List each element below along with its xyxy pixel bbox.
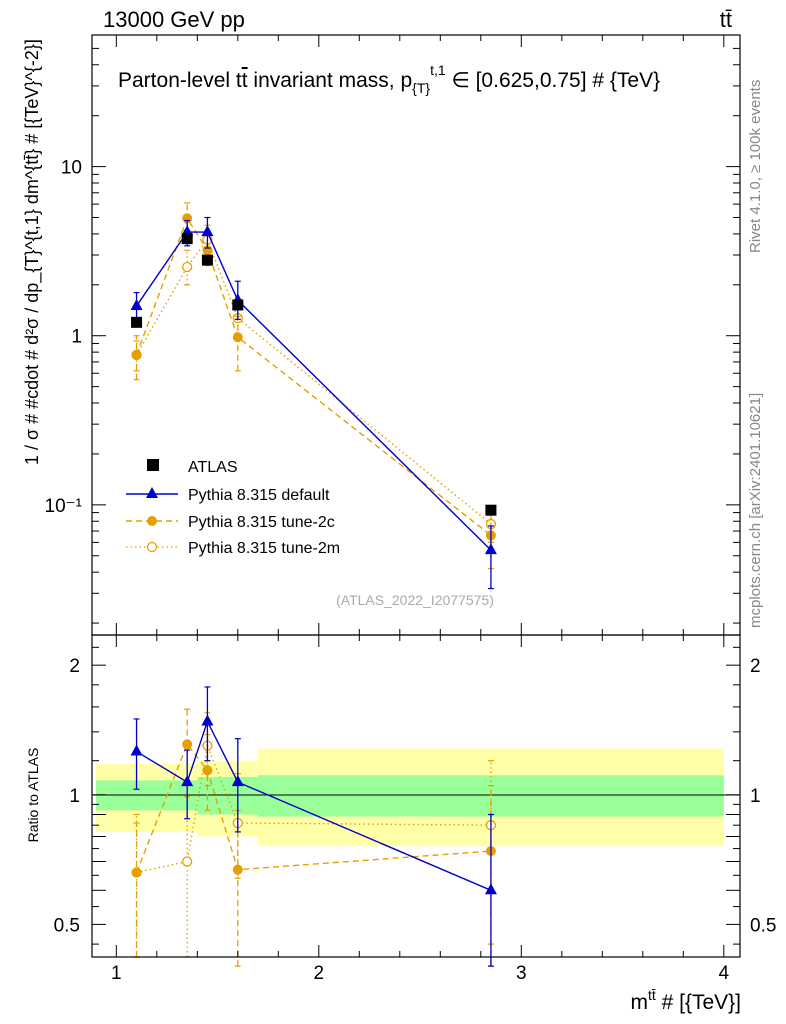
mcplots-label: mcplots.cern.ch [arXiv:2401.10621] (747, 393, 764, 628)
legend-label-tune2c: Pythia 8.315 tune-2c (188, 514, 335, 531)
energy-label: 13000 GeV pp (103, 7, 245, 32)
ratio-marker-default (130, 744, 143, 756)
legend-label-atlas: ATLAS (188, 459, 238, 476)
main-series-layer (130, 202, 497, 590)
ratio-marker-default (231, 775, 244, 787)
ratio-tick-label-right: 2 (750, 656, 761, 677)
marker-default (130, 298, 143, 310)
legend-marker-tune2c (147, 516, 157, 526)
legend-marker-default (146, 487, 158, 498)
title-sub: {T} (412, 80, 430, 96)
chart-title: Parton-level tt invariant mass, p{T}t,1 … (118, 62, 660, 96)
ratio-panel: 1 2 3 4 0.5 0.5 1 1 2 2 (54, 634, 776, 984)
legend-label-default: Pythia 8.315 default (188, 487, 330, 504)
title-tbar: t (242, 69, 248, 92)
title-prefix: Parton-level t (118, 69, 242, 92)
x-label-base: m (630, 991, 648, 1014)
rivet-label: Rivet 4.1.0, ≥ 100k events (747, 80, 764, 253)
x-label-sup: tt̄ (648, 987, 656, 1003)
ratio-y-axis-label: Ratio to ATLAS (25, 748, 41, 843)
marker-tune2m (182, 261, 193, 273)
series-line-tune2m (135, 238, 492, 525)
ratio-tick-label-left: 0.5 (54, 915, 80, 936)
ratio-marker-tune2m (182, 856, 193, 867)
marker-default (484, 543, 497, 555)
x-tick-label: 2 (314, 963, 325, 984)
ratio-series-layer (130, 686, 497, 967)
x-tick-label: 4 (719, 963, 730, 984)
ratio-marker-default (201, 714, 214, 726)
ratio-marker-tune2c (131, 867, 142, 878)
ratio-marker-tune2c (232, 864, 243, 875)
x-axis-label: mtt̄ # [{TeV}] (630, 987, 741, 1014)
main-axis-ticks: 10⁻¹ 1 10 (45, 34, 740, 635)
data-point-atlas (131, 316, 143, 328)
main-panel: 10⁻¹ 1 10 (45, 34, 741, 636)
legend-marker-atlas (147, 459, 159, 471)
ratio-marker-tune2c (202, 765, 213, 776)
marker-tune2c (131, 349, 142, 360)
marker-tune2c (232, 332, 243, 343)
ratio-marker-default (484, 883, 497, 895)
x-tick-label: 1 (111, 963, 122, 984)
ratio-tick-label-right: 1 (750, 786, 761, 807)
y-tick-label: 10 (61, 158, 82, 179)
ratio-marker-default (181, 775, 194, 787)
title-middle: invariant mass, p (248, 69, 413, 92)
ratio-axis-ticks: 1 2 3 4 0.5 0.5 1 1 2 2 (54, 635, 776, 984)
ratio-tick-label-left: 2 (69, 656, 80, 677)
y-tick-label: 1 (71, 327, 82, 348)
data-point-atlas (485, 504, 497, 516)
analysis-watermark: (ATLAS_2022_I2077575) (336, 592, 494, 608)
y-tick-label: 10⁻¹ (45, 496, 83, 517)
title-sup: t,1 (430, 62, 446, 78)
legend-label-tune2m: Pythia 8.315 tune-2m (188, 540, 340, 557)
x-tick-label: 3 (516, 963, 527, 984)
ratio-tick-label-left: 1 (69, 786, 80, 807)
ratio-marker-tune2c (182, 739, 193, 750)
data-point-atlas (232, 299, 244, 311)
data-point-atlas (201, 254, 213, 266)
ratio-uncertainty-bands (96, 748, 724, 847)
process-label: tt̄ (720, 7, 732, 32)
marker-default (201, 225, 214, 237)
x-label-rest: # [{TeV}] (656, 991, 741, 1014)
legend-marker-tune2m (146, 541, 158, 553)
title-suffix: ∈ [0.625,0.75] # {TeV} (446, 69, 660, 92)
ratio-tick-label-right: 0.5 (750, 915, 776, 936)
legend: ATLAS Pythia 8.315 default Pythia 8.315 … (126, 459, 340, 557)
data-point-atlas (181, 233, 193, 245)
ratio-frame (91, 634, 741, 958)
y-axis-label: 1 / σ # #cdot # d²σ / dp_{T}^{t,1} dm^{t… (22, 39, 43, 465)
